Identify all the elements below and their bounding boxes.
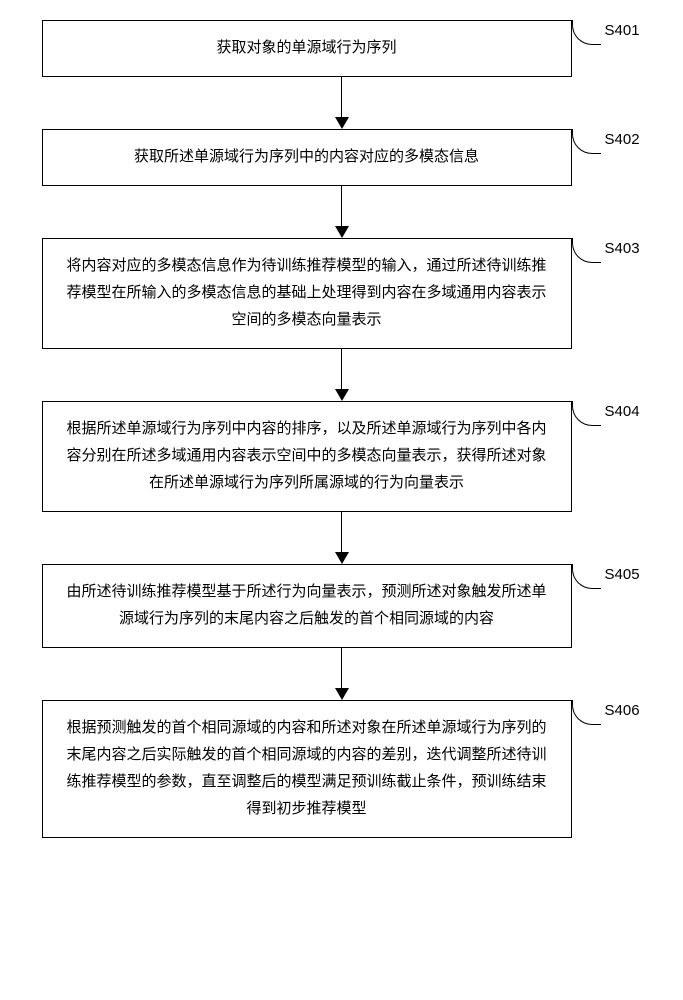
arrow — [77, 77, 607, 129]
step-box-s401: 获取对象的单源域行为序列 — [42, 20, 572, 77]
arrow-head-icon — [335, 688, 349, 700]
step-label-cell: S406 — [572, 700, 642, 725]
step-row: 获取对象的单源域行为序列 S401 — [42, 20, 642, 77]
arrow-head-icon — [335, 117, 349, 129]
step-text: 将内容对应的多模态信息作为待训练推荐模型的输入，通过所述待训练推荐模型在所输入的… — [66, 258, 546, 328]
step-row: 将内容对应的多模态信息作为待训练推荐模型的输入，通过所述待训练推荐模型在所输入的… — [42, 238, 642, 349]
step-text: 获取所述单源域行为序列中的内容对应的多模态信息 — [134, 149, 479, 165]
step-label: S403 — [605, 240, 640, 257]
step-label-cell: S401 — [572, 20, 642, 45]
arrow-line — [341, 648, 342, 688]
step-box-s405: 由所述待训练推荐模型基于所述行为向量表示，预测所述对象触发所述单源域行为序列的末… — [42, 564, 572, 648]
step-row: 获取所述单源域行为序列中的内容对应的多模态信息 S402 — [42, 129, 642, 186]
step-label-cell: S403 — [572, 238, 642, 263]
label-curve — [572, 129, 601, 154]
step-row: 根据所述单源域行为序列中内容的排序，以及所述单源域行为序列中各内容分别在所述多域… — [42, 401, 642, 512]
label-curve — [572, 20, 601, 45]
arrow-head-icon — [335, 389, 349, 401]
arrow — [77, 512, 607, 564]
arrow-head-icon — [335, 552, 349, 564]
arrow — [77, 648, 607, 700]
step-label: S402 — [605, 131, 640, 148]
step-text: 获取对象的单源域行为序列 — [216, 40, 396, 56]
arrow-line — [341, 186, 342, 226]
step-box-s404: 根据所述单源域行为序列中内容的排序，以及所述单源域行为序列中各内容分别在所述多域… — [42, 401, 572, 512]
step-label-cell: S402 — [572, 129, 642, 154]
label-curve — [572, 564, 601, 589]
label-curve — [572, 238, 601, 263]
step-text: 根据预测触发的首个相同源域的内容和所述对象在所述单源域行为序列的末尾内容之后实际… — [66, 720, 546, 817]
step-row: 由所述待训练推荐模型基于所述行为向量表示，预测所述对象触发所述单源域行为序列的末… — [42, 564, 642, 648]
step-row: 根据预测触发的首个相同源域的内容和所述对象在所述单源域行为序列的末尾内容之后实际… — [42, 700, 642, 838]
arrow-line — [341, 77, 342, 117]
step-text: 根据所述单源域行为序列中内容的排序，以及所述单源域行为序列中各内容分别在所述多域… — [66, 421, 546, 491]
label-curve — [572, 700, 601, 725]
arrow-head-icon — [335, 226, 349, 238]
step-text: 由所述待训练推荐模型基于所述行为向量表示，预测所述对象触发所述单源域行为序列的末… — [66, 584, 546, 627]
arrow — [77, 186, 607, 238]
arrow-line — [341, 512, 342, 552]
label-curve — [572, 401, 601, 426]
arrow — [77, 349, 607, 401]
step-label-cell: S405 — [572, 564, 642, 589]
step-label: S406 — [605, 702, 640, 719]
step-label-cell: S404 — [572, 401, 642, 426]
flowchart-container: 获取对象的单源域行为序列 S401 获取所述单源域行为序列中的内容对应的多模态信… — [42, 20, 642, 838]
step-box-s406: 根据预测触发的首个相同源域的内容和所述对象在所述单源域行为序列的末尾内容之后实际… — [42, 700, 572, 838]
arrow-line — [341, 349, 342, 389]
step-label: S401 — [605, 22, 640, 39]
step-box-s403: 将内容对应的多模态信息作为待训练推荐模型的输入，通过所述待训练推荐模型在所输入的… — [42, 238, 572, 349]
step-label: S404 — [605, 403, 640, 420]
step-label: S405 — [605, 566, 640, 583]
step-box-s402: 获取所述单源域行为序列中的内容对应的多模态信息 — [42, 129, 572, 186]
